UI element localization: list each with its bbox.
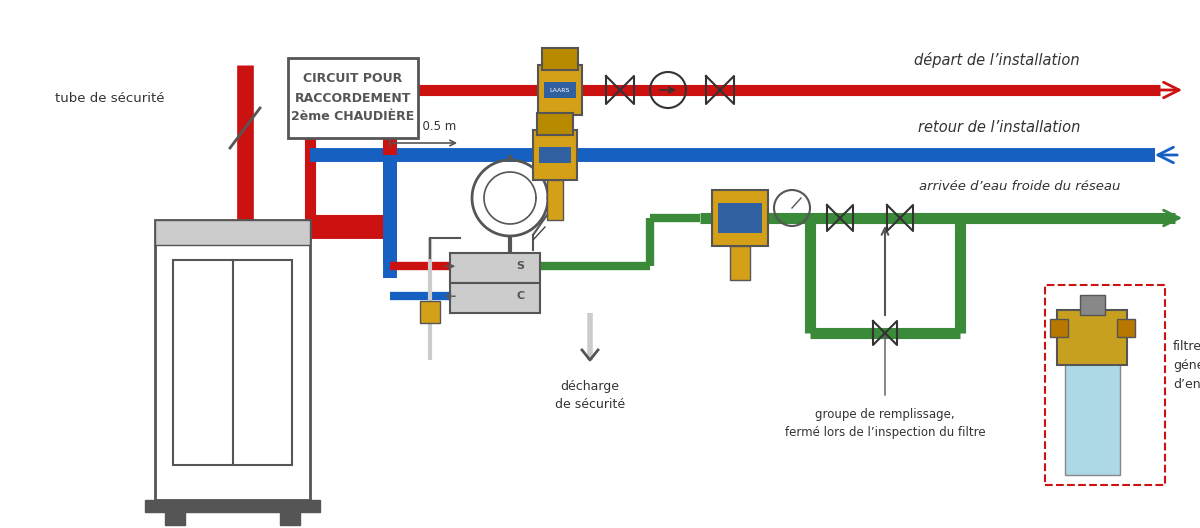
Bar [145,500,320,512]
Bar [450,253,540,283]
Bar [1117,319,1135,337]
Bar [538,113,574,135]
Bar [155,220,310,245]
Text: max 0.5 m: max 0.5 m [394,120,457,133]
Bar [1080,295,1105,315]
Bar [1050,319,1068,337]
Bar [533,130,577,180]
Text: départ de l’installation: départ de l’installation [914,52,1080,68]
Bar [173,260,292,465]
Bar [539,147,571,163]
Bar [538,65,582,115]
Bar [712,190,768,246]
Bar [1066,355,1120,475]
Bar [730,246,750,280]
Bar [280,512,300,525]
Bar [544,82,576,98]
Text: retour de l’installation: retour de l’installation [918,119,1080,135]
Bar [1045,285,1165,485]
Text: CIRCUIT POUR
RACCORDEMENT
2ème CHAUDIÈRE: CIRCUIT POUR RACCORDEMENT 2ème CHAUDIÈRE [292,72,415,124]
Text: groupe de remplissage,
fermé lors de l’inspection du filtre: groupe de remplissage, fermé lors de l’i… [785,408,985,439]
Bar [288,58,418,138]
Bar [718,203,762,233]
Bar [547,180,563,220]
Text: décharge
de sécurité: décharge de sécurité [554,380,625,411]
Bar [420,301,440,323]
Bar [450,283,540,313]
Text: arrivée d’eau froide du réseau: arrivée d’eau froide du réseau [919,180,1120,193]
Bar [1057,310,1127,365]
Text: LAARS: LAARS [550,88,570,92]
Bar [166,512,185,525]
Text: tube de sécurité: tube de sécurité [55,91,164,105]
Text: filtre
général
d’entrée: filtre général d’entrée [1174,340,1200,391]
Bar [542,48,578,70]
Text: S: S [516,261,524,271]
Bar [155,220,310,500]
Text: C: C [516,291,524,301]
